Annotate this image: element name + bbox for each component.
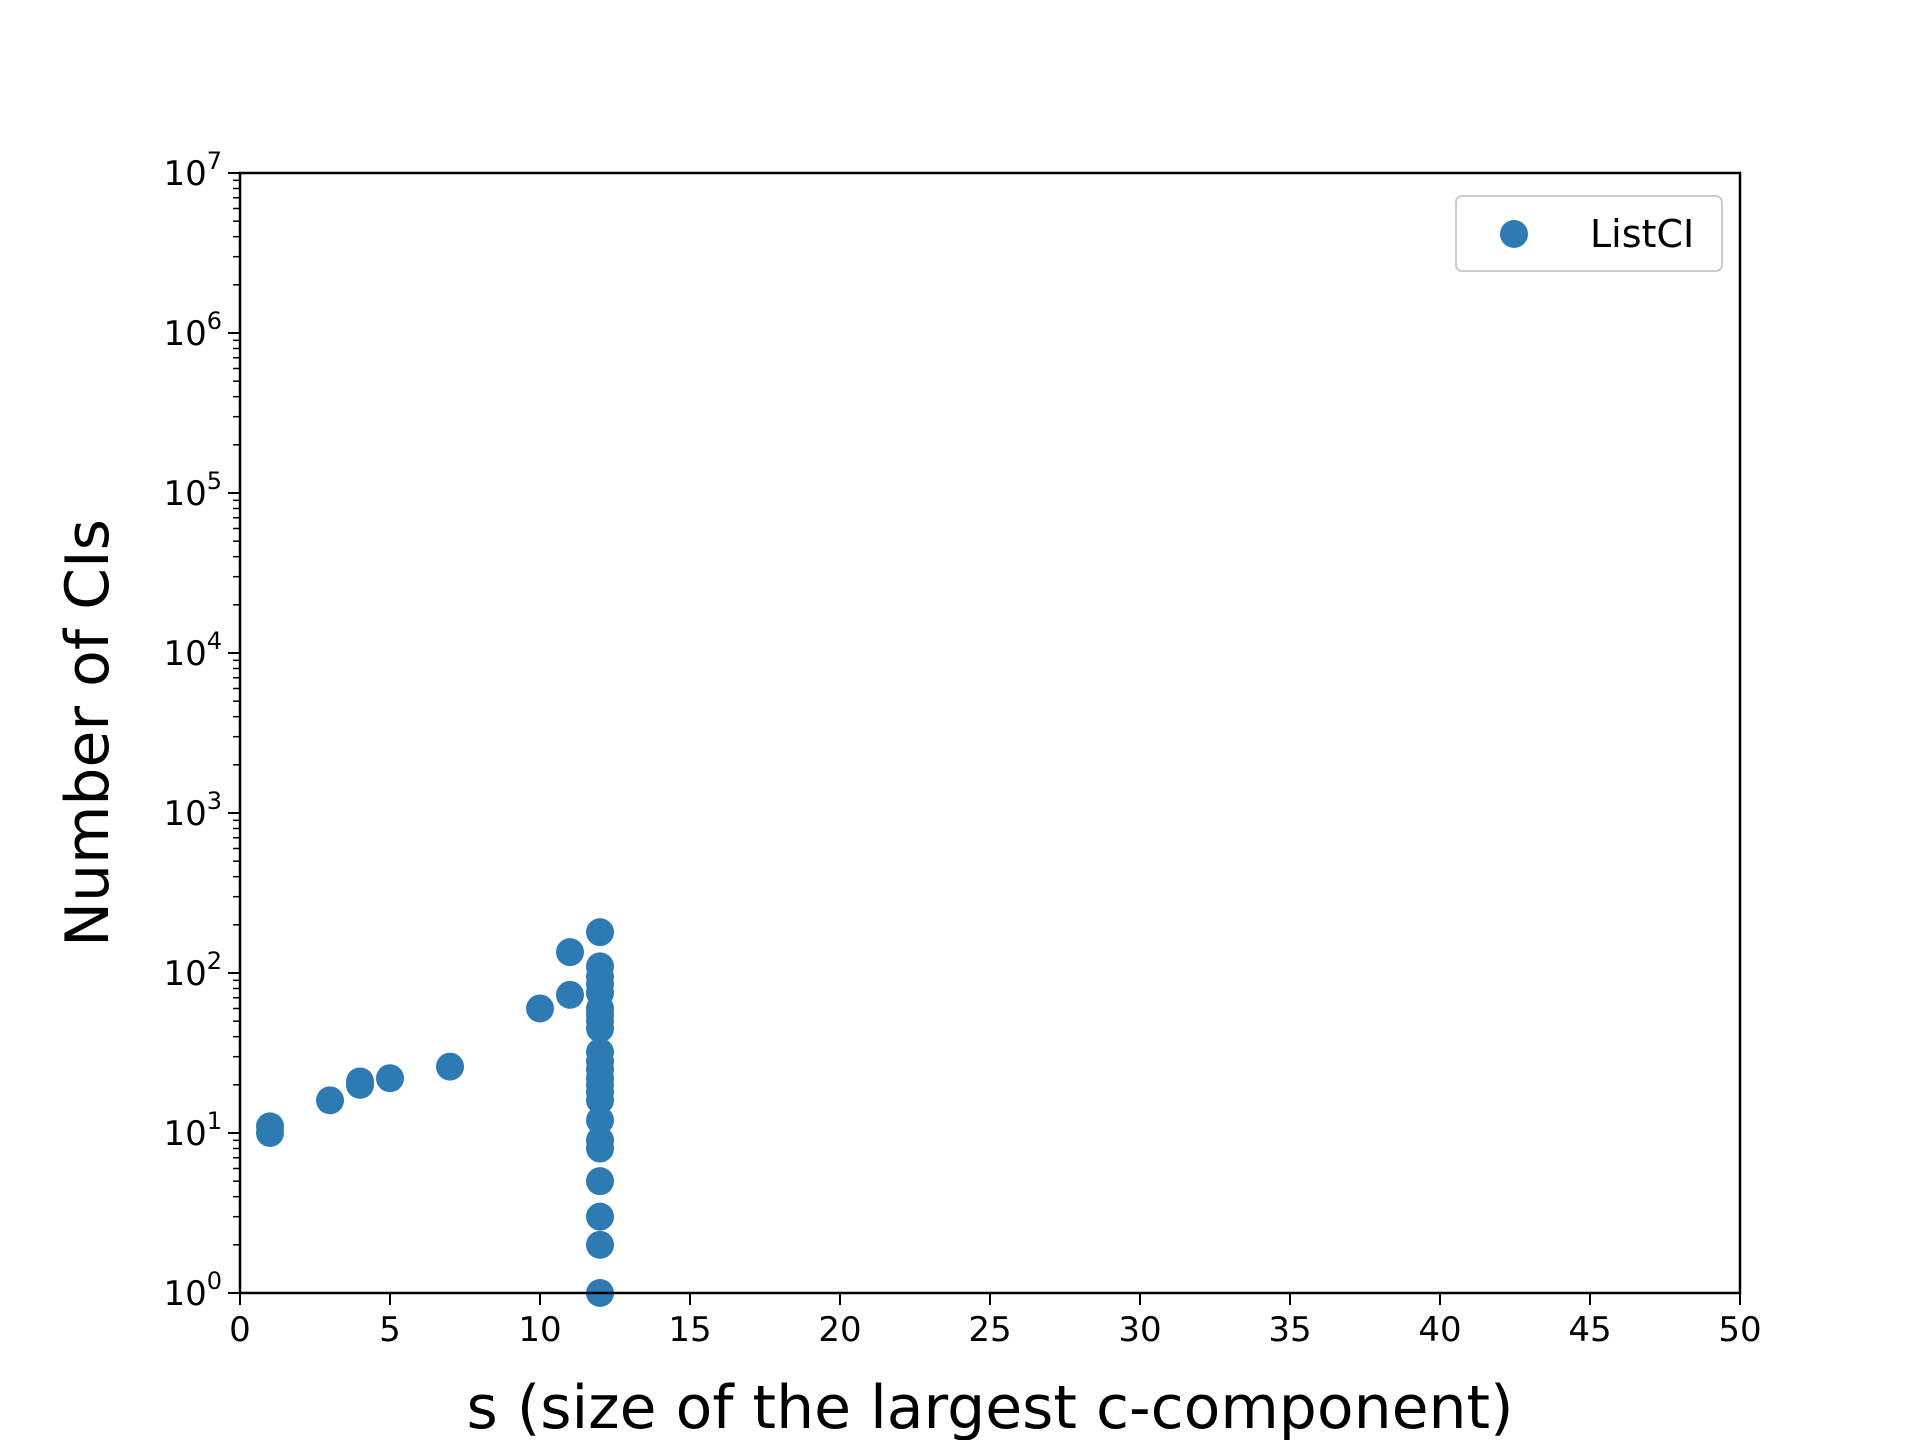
data-point — [586, 1126, 614, 1155]
legend-box — [1455, 195, 1723, 272]
y-tick-label: 106 — [163, 307, 222, 354]
data-point — [346, 1067, 374, 1096]
x-tick-label: 35 — [1268, 1310, 1311, 1350]
data-point — [586, 918, 614, 947]
x-tick-label: 0 — [229, 1310, 251, 1350]
x-tick-label: 5 — [379, 1310, 401, 1350]
data-point — [526, 994, 554, 1023]
legend-label-listci: ListCI — [1590, 212, 1694, 256]
y-tick-label: 104 — [163, 627, 222, 674]
y-tick-label: 103 — [163, 787, 222, 834]
data-point — [586, 1038, 614, 1067]
data-point — [556, 938, 584, 967]
y-tick-label: 101 — [163, 1107, 222, 1154]
legend: ListCI — [1455, 195, 1723, 272]
y-tick-label: 102 — [163, 947, 222, 994]
y-tick-label: 100 — [163, 1267, 222, 1314]
data-point — [586, 1202, 614, 1231]
points-layer — [256, 918, 614, 1307]
y-tick-label: 107 — [163, 147, 222, 194]
x-tick-label: 20 — [818, 1310, 861, 1350]
x-tick-label: 30 — [1118, 1310, 1161, 1350]
data-point — [376, 1064, 404, 1093]
x-tick-label: 25 — [968, 1310, 1011, 1350]
x-axis-label: s (size of the largest c-component) — [467, 1373, 1514, 1440]
x-tick-label: 50 — [1718, 1310, 1761, 1350]
data-point — [556, 980, 584, 1009]
ticks-layer: 0 5 10 15 20 25 30 35 40 45 50 100 101 102 103 104 105 10… — [163, 147, 1761, 1350]
data-point — [436, 1052, 464, 1081]
data-point — [256, 1112, 284, 1141]
y-axis-label: Number of CIs — [53, 519, 123, 947]
data-point — [586, 1230, 614, 1259]
data-point — [316, 1086, 344, 1115]
data-point — [586, 1106, 614, 1135]
data-point — [586, 1167, 614, 1196]
plot-frame — [238, 171, 1742, 1295]
legend-marker-listci — [1500, 220, 1528, 248]
x-tick-label: 10 — [518, 1310, 561, 1350]
x-tick-label: 40 — [1418, 1310, 1461, 1350]
data-point — [586, 952, 614, 981]
x-tick-label: 15 — [668, 1310, 711, 1350]
y-tick-label: 105 — [163, 467, 222, 514]
x-tick-label: 45 — [1568, 1310, 1611, 1350]
